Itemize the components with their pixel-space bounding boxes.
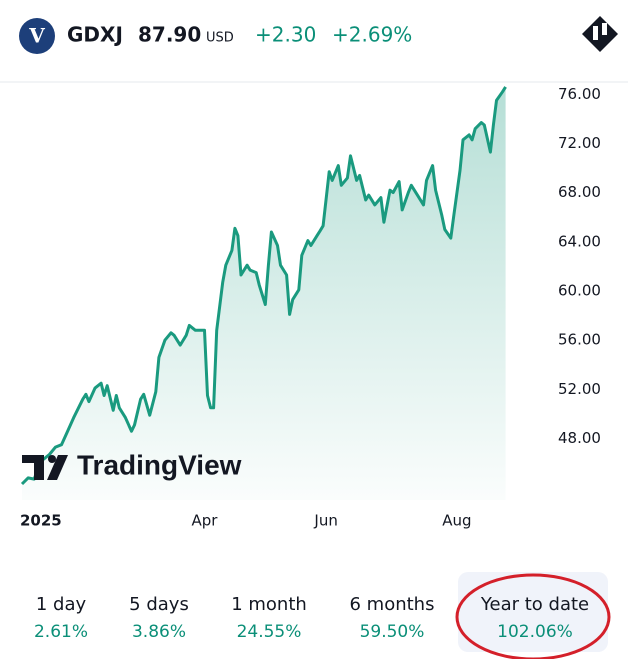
period-button[interactable]: 5 days 3.86% <box>129 594 189 642</box>
period-label: Year to date <box>480 594 589 615</box>
x-tick-label: 2025 <box>20 512 62 530</box>
change-percent: +2.69% <box>332 23 412 47</box>
x-tick-label: Aug <box>442 512 471 530</box>
watermark: TradingView <box>77 449 242 480</box>
period-button[interactable]: 6 months 59.50% <box>350 594 435 642</box>
period-label: 5 days <box>129 594 189 615</box>
period-value: 2.61% <box>34 622 88 642</box>
period-label: 1 day <box>36 594 87 615</box>
price: 87.90 <box>138 23 201 47</box>
y-tick-label: 60.00 <box>558 282 601 300</box>
watermark-logo <box>22 455 68 480</box>
y-tick-label: 64.00 <box>558 232 601 250</box>
ticker: GDXJ <box>67 23 123 47</box>
logo-letter: V <box>28 24 45 48</box>
currency: USD <box>206 31 234 46</box>
highlight-ellipse <box>455 573 611 659</box>
period-button[interactable]: 1 day 2.61% <box>34 594 88 642</box>
period-value: 59.50% <box>360 622 425 642</box>
period-button[interactable]: Year to date 102.06% <box>480 594 589 642</box>
y-tick-label: 68.00 <box>558 183 601 201</box>
logo <box>19 18 55 54</box>
price-line <box>20 86 507 486</box>
chart-type-icon[interactable] <box>582 16 618 52</box>
period-label: 6 months <box>350 594 435 615</box>
selected-background <box>458 572 608 652</box>
y-tick-label: 48.00 <box>558 429 601 447</box>
y-tick-label: 76.00 <box>558 85 601 103</box>
period-value: 102.06% <box>497 622 573 642</box>
x-tick-label: Jun <box>313 512 337 530</box>
period-label: 1 month <box>231 594 307 615</box>
y-tick-label: 52.00 <box>558 380 601 398</box>
change: +2.30 <box>255 23 316 47</box>
area-fill <box>22 86 506 501</box>
period-value: 24.55% <box>237 622 302 642</box>
x-tick-label: Apr <box>192 512 219 530</box>
period-button[interactable]: 1 month 24.55% <box>231 594 307 642</box>
y-tick-label: 72.00 <box>558 134 601 152</box>
y-tick-label: 56.00 <box>558 331 601 349</box>
period-value: 3.86% <box>132 622 186 642</box>
